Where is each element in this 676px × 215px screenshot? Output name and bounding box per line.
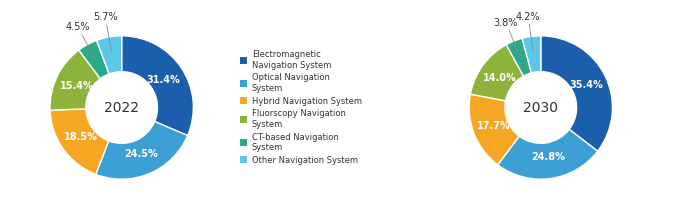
Wedge shape xyxy=(97,36,122,74)
Wedge shape xyxy=(506,38,531,76)
Wedge shape xyxy=(522,36,541,73)
Wedge shape xyxy=(541,36,612,151)
Text: 24.5%: 24.5% xyxy=(124,149,158,159)
Text: 3.8%: 3.8% xyxy=(493,18,519,54)
Text: 2030: 2030 xyxy=(523,100,558,115)
Text: 18.5%: 18.5% xyxy=(64,132,98,142)
Wedge shape xyxy=(79,40,109,79)
Text: 24.8%: 24.8% xyxy=(531,152,564,162)
Wedge shape xyxy=(50,50,100,110)
Wedge shape xyxy=(470,45,523,101)
Wedge shape xyxy=(498,129,598,179)
Wedge shape xyxy=(96,121,188,179)
Wedge shape xyxy=(122,36,193,135)
Text: 4.5%: 4.5% xyxy=(66,22,94,57)
Text: 4.2%: 4.2% xyxy=(516,12,540,51)
Wedge shape xyxy=(469,94,519,165)
Text: 14.0%: 14.0% xyxy=(483,73,517,83)
Text: 15.4%: 15.4% xyxy=(59,81,93,91)
Text: 5.7%: 5.7% xyxy=(93,12,118,51)
Text: 17.7%: 17.7% xyxy=(477,121,511,131)
Text: 2022: 2022 xyxy=(104,100,139,115)
Text: 31.4%: 31.4% xyxy=(147,75,180,85)
Text: 35.4%: 35.4% xyxy=(569,80,603,90)
Wedge shape xyxy=(50,109,109,174)
Legend: Electromagnetic
Navigation System, Optical Navigation
System, Hybrid Navigation : Electromagnetic Navigation System, Optic… xyxy=(240,50,362,165)
